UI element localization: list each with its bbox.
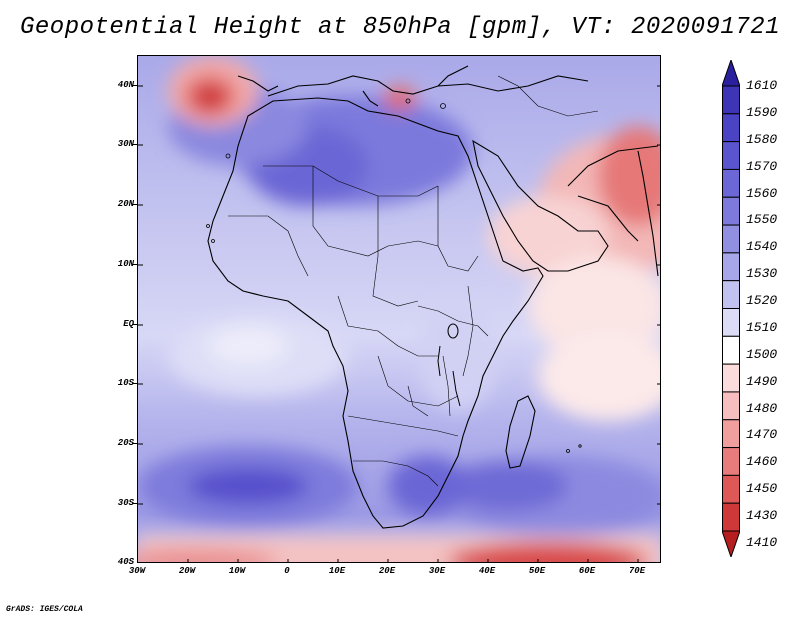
islands <box>206 98 582 453</box>
colorbar-label: 1500 <box>746 346 778 362</box>
lon-label-20w: 20W <box>178 566 196 576</box>
colorbar-label: 1430 <box>746 508 778 524</box>
colorbar-label: 1570 <box>746 158 778 174</box>
lakes <box>437 323 461 407</box>
colorbar-label: 1580 <box>746 131 778 147</box>
tick <box>132 144 137 145</box>
colorbar-label: 1530 <box>746 266 778 282</box>
lat-label-30n: 30N <box>117 139 134 149</box>
tick <box>132 264 137 265</box>
tick <box>132 383 137 384</box>
tick <box>132 503 137 504</box>
colorbar-segment <box>722 502 740 532</box>
colorbar-segment <box>722 474 740 504</box>
colorbar-label: 1450 <box>746 481 778 497</box>
coastlines <box>207 65 659 529</box>
tick <box>132 443 137 444</box>
map-field <box>138 56 660 562</box>
lat-label-40n: 40N <box>117 80 134 90</box>
colorbar-label: 1560 <box>746 185 778 201</box>
colorbar-top-arrow <box>722 60 740 87</box>
country-borders <box>228 75 599 487</box>
map-panel <box>137 55 661 563</box>
colorbar-segment <box>722 419 740 449</box>
lat-label-30s: 30S <box>117 498 134 508</box>
colorbar-segment <box>722 335 740 365</box>
lon-label-10w: 10W <box>228 566 246 576</box>
colorbar-label: 1590 <box>746 104 778 120</box>
lon-label-0: 0 <box>284 566 290 576</box>
colorbar-segment <box>722 196 740 226</box>
colorbar-segment <box>722 363 740 393</box>
lat-label-20n: 20N <box>117 199 134 209</box>
lon-label-60e: 60E <box>578 566 596 576</box>
colorbar-label: 1540 <box>746 239 778 255</box>
lon-label-50e: 50E <box>528 566 546 576</box>
plot-title: Geopotential Height at 850hPa [gpm], VT:… <box>19 14 781 41</box>
colorbar-segment <box>722 224 740 254</box>
colorbar-segment <box>722 252 740 282</box>
inner-ticks <box>138 85 660 562</box>
colorbar-segment <box>722 85 740 115</box>
colorbar-label: 1410 <box>746 535 778 550</box>
lat-label-20s: 20S <box>117 438 134 448</box>
field-anomalies <box>138 56 660 562</box>
colorbar-segment <box>722 141 740 170</box>
lon-label-70e: 70E <box>628 566 646 576</box>
tick <box>132 324 137 325</box>
grads-credit: GrADS: IGES/COLA <box>6 605 83 614</box>
lon-label-30e: 30E <box>428 566 446 576</box>
colorbar-label: 1490 <box>746 373 778 389</box>
colorbar-bottom-arrow <box>722 530 740 557</box>
colorbar-segment <box>722 308 740 337</box>
colorbar-label: 1510 <box>746 319 778 335</box>
colorbar-label: 1470 <box>746 427 778 443</box>
colorbar-label: 1550 <box>746 212 778 228</box>
tick <box>132 204 137 205</box>
tick <box>132 85 137 86</box>
colorbar-segment <box>722 113 740 143</box>
colorbar-segment <box>722 280 740 309</box>
lon-label-30w: 30W <box>128 566 146 576</box>
lon-label-10e: 10E <box>328 566 346 576</box>
lat-label-10n: 10N <box>117 259 134 269</box>
colorbar-segment <box>722 447 740 476</box>
colorbar-label: 1480 <box>746 400 778 416</box>
lon-label-20e: 20E <box>378 566 396 576</box>
lat-label-eq: EQ <box>123 319 134 329</box>
colorbar-label: 1610 <box>746 78 778 93</box>
colorbar-segment <box>722 391 740 421</box>
colorbar-label: 1460 <box>746 454 778 470</box>
colorbar-segment <box>722 168 740 198</box>
lat-label-40s: 40S <box>117 557 134 567</box>
lon-label-40e: 40E <box>478 566 496 576</box>
colorbar-label: 1520 <box>746 293 778 309</box>
lat-label-10s: 10S <box>117 378 134 388</box>
colorbar <box>722 60 740 557</box>
